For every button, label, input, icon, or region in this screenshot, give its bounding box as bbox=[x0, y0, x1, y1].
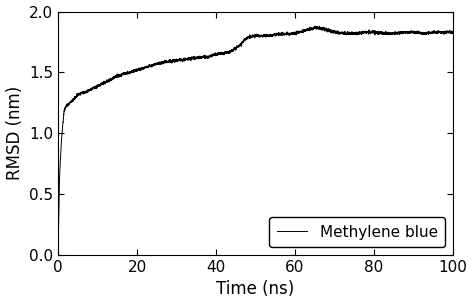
Line: Methylene blue: Methylene blue bbox=[58, 26, 453, 255]
Y-axis label: RMSD (nm): RMSD (nm) bbox=[6, 86, 24, 180]
Methylene blue bbox=[132, 68, 138, 72]
Methylene blue bbox=[71, 96, 77, 100]
Methylene blue bbox=[55, 253, 61, 257]
Methylene blue bbox=[316, 24, 322, 28]
Methylene blue bbox=[248, 34, 254, 38]
Methylene blue bbox=[429, 31, 435, 34]
X-axis label: Time (ns): Time (ns) bbox=[217, 281, 295, 299]
Methylene blue bbox=[450, 30, 456, 34]
Methylene blue bbox=[57, 169, 63, 172]
Legend: Methylene blue: Methylene blue bbox=[269, 217, 446, 247]
Methylene blue bbox=[79, 92, 85, 95]
